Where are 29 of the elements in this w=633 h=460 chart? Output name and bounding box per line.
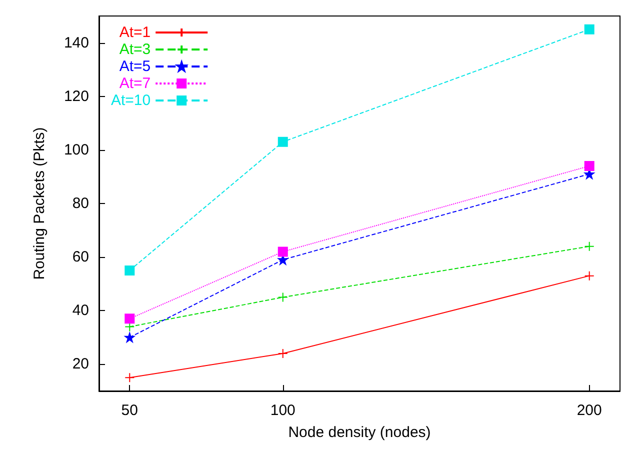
point [278, 348, 288, 358]
legend-label: At=5 [119, 58, 151, 75]
point [124, 265, 135, 276]
y-tick-label: 120 [64, 88, 89, 105]
x-tick-label: 50 [121, 402, 138, 419]
point [584, 161, 594, 171]
y-tick-label: 140 [64, 34, 89, 52]
point [278, 136, 288, 147]
legend-label: At=10 [110, 92, 151, 109]
x-tick-label: 200 [576, 402, 602, 419]
y-tick-label: 60 [72, 248, 89, 266]
y-tick-label: 100 [64, 141, 89, 158]
point [124, 314, 135, 324]
x-axis-title: Node density (nodes) [288, 424, 431, 441]
y-tick-label: 20 [72, 356, 89, 373]
legend-label: At=3 [119, 41, 151, 58]
legend-label: At=1 [119, 24, 151, 41]
x-tick-label: 100 [270, 402, 296, 419]
point [278, 246, 288, 257]
y-tick-label: 40 [72, 302, 89, 320]
point [278, 292, 288, 302]
point [584, 241, 594, 252]
legend-label: At=7 [119, 75, 151, 92]
y-axis-title: Routing Packets (Pkts) [31, 127, 48, 280]
point [124, 372, 135, 383]
point [584, 270, 594, 281]
point [124, 332, 135, 342]
point [584, 24, 594, 34]
y-tick-label: 80 [72, 195, 89, 212]
